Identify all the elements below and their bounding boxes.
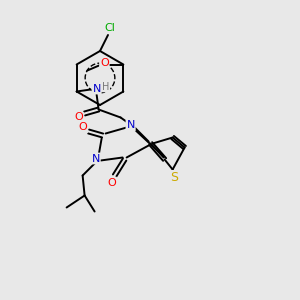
Text: H: H — [102, 82, 109, 92]
Text: O: O — [107, 178, 116, 188]
Text: O: O — [74, 112, 83, 122]
Text: S: S — [171, 171, 178, 184]
Text: O: O — [78, 122, 87, 133]
Text: N: N — [92, 154, 100, 164]
Text: N: N — [126, 121, 135, 130]
Text: Cl: Cl — [105, 23, 116, 33]
Text: N: N — [92, 83, 101, 94]
Text: O: O — [100, 58, 109, 68]
